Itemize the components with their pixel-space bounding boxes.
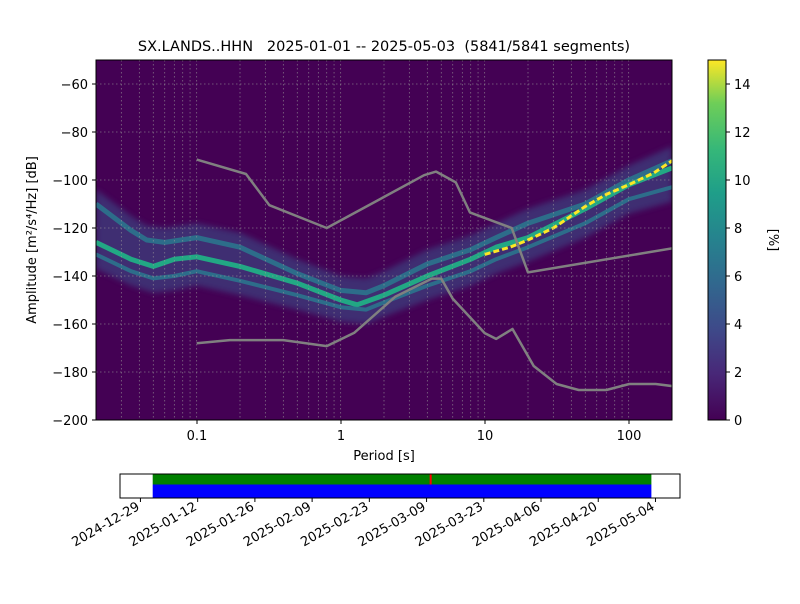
x-tick-label: 10 [477, 429, 494, 444]
x-axis-label: Period [s] [353, 449, 415, 464]
colorbar-tick-label: 12 [734, 126, 751, 141]
y-tick-label: −120 [52, 222, 88, 237]
plot-grid [96, 60, 672, 420]
colorbar-tick-label: 6 [734, 270, 742, 285]
y-tick-label: −200 [52, 414, 88, 429]
timeline-available-bar [152, 484, 652, 498]
y-tick-label: −160 [52, 318, 88, 333]
timeline-processed-bar [152, 474, 652, 485]
x-tick-label: 1 [337, 429, 345, 444]
density-layer [96, 146, 672, 324]
timeline-gap-marker [429, 474, 432, 485]
y-tick-label: −60 [61, 78, 88, 93]
reference-curves [196, 158, 672, 392]
x-axis: 0.1 1 10 100 [187, 420, 642, 444]
chart-title: SX.LANDS..HHN 2025-01-01 -- 2025-05-03 (… [138, 39, 630, 55]
colorbar-tick-label: 2 [734, 366, 742, 381]
high-noise-model-curve [196, 158, 672, 274]
colorbar-tick-label: 10 [734, 174, 751, 189]
plot-frame [95, 59, 673, 421]
colorbar-tick-label: 8 [734, 222, 742, 237]
y-tick-label: −180 [52, 366, 88, 381]
x-tick-label: 0.1 [187, 429, 208, 444]
colorbar-label: [%] [765, 229, 780, 252]
density-band-mode [96, 165, 672, 308]
y-axis: −60 −80 −100 −120 −140 −160 −180 −200 [52, 78, 96, 429]
density-band-peak [484, 159, 672, 256]
y-tick-label: −140 [52, 270, 88, 285]
low-noise-model-curve [196, 277, 672, 392]
y-tick-label: −100 [52, 174, 88, 189]
density-band-lower [96, 185, 672, 312]
colorbar: 0 2 4 6 8 10 12 14 [%] [707, 59, 780, 429]
colorbar-tick-label: 4 [734, 318, 742, 333]
colorbar-tick-label: 0 [734, 414, 742, 429]
density-band-upper [96, 158, 672, 296]
colorbar-gradient [707, 59, 727, 421]
y-axis-label: Amplitude [m²/s⁴/Hz] [dB] [25, 156, 40, 324]
x-tick-label: 100 [617, 429, 642, 444]
y-tick-label: −80 [61, 126, 88, 141]
colorbar-tick-label: 14 [734, 78, 751, 93]
timeline-panel: 2024-12-292025-01-122025-01-262025-02-09… [69, 473, 681, 550]
timeline-ticks: 2024-12-292025-01-122025-01-262025-02-09… [69, 498, 657, 550]
